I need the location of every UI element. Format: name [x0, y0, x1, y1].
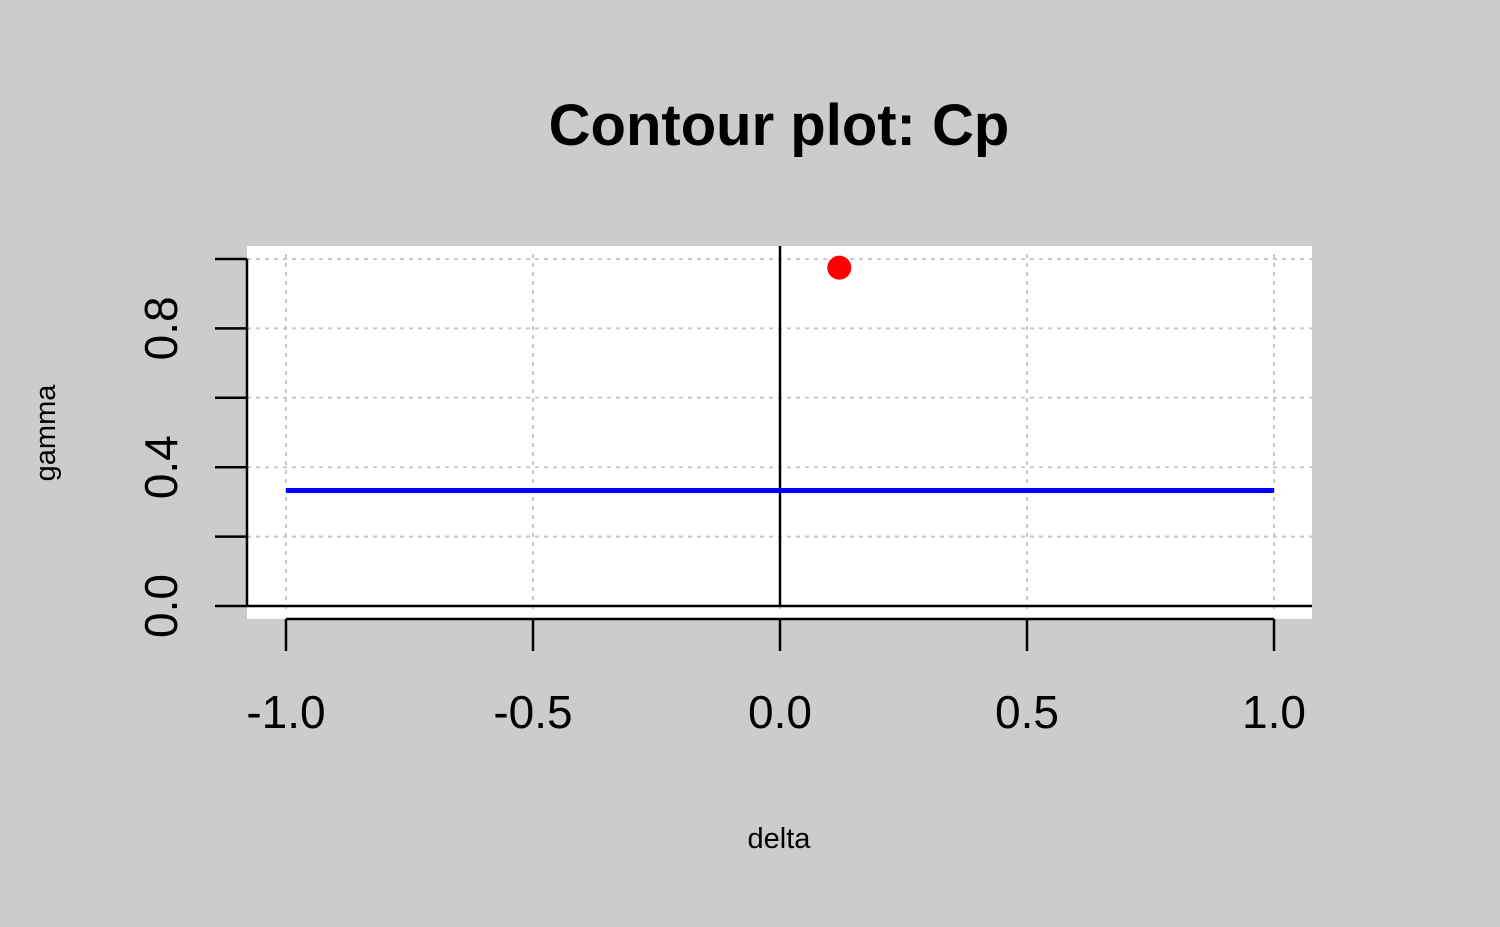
reference-lines [247, 246, 1312, 608]
x-axis: -1.0 -0.5 0.0 0.5 1.0 [246, 617, 1306, 738]
y-axis: 0.0 0.4 0.8 [135, 257, 249, 638]
x-axis-label: delta [748, 823, 812, 855]
x-tick-label-4: 1.0 [1242, 686, 1306, 738]
x-tick-label-1: -0.5 [493, 686, 572, 738]
x-tick-label-3: 0.5 [995, 686, 1059, 738]
y-tick-label-2: 0.4 [135, 435, 187, 499]
x-tick-label-2: 0.0 [748, 686, 812, 738]
chart-title: Contour plot: Cp [549, 93, 1010, 158]
y-tick-label-0: 0.0 [135, 574, 187, 638]
data-point-1-0 [827, 255, 852, 280]
y-axis-label: gamma [30, 384, 62, 482]
series-layer [286, 255, 1274, 493]
y-tick-label-4: 0.8 [135, 296, 187, 360]
x-tick-label-0: -1.0 [246, 686, 325, 738]
